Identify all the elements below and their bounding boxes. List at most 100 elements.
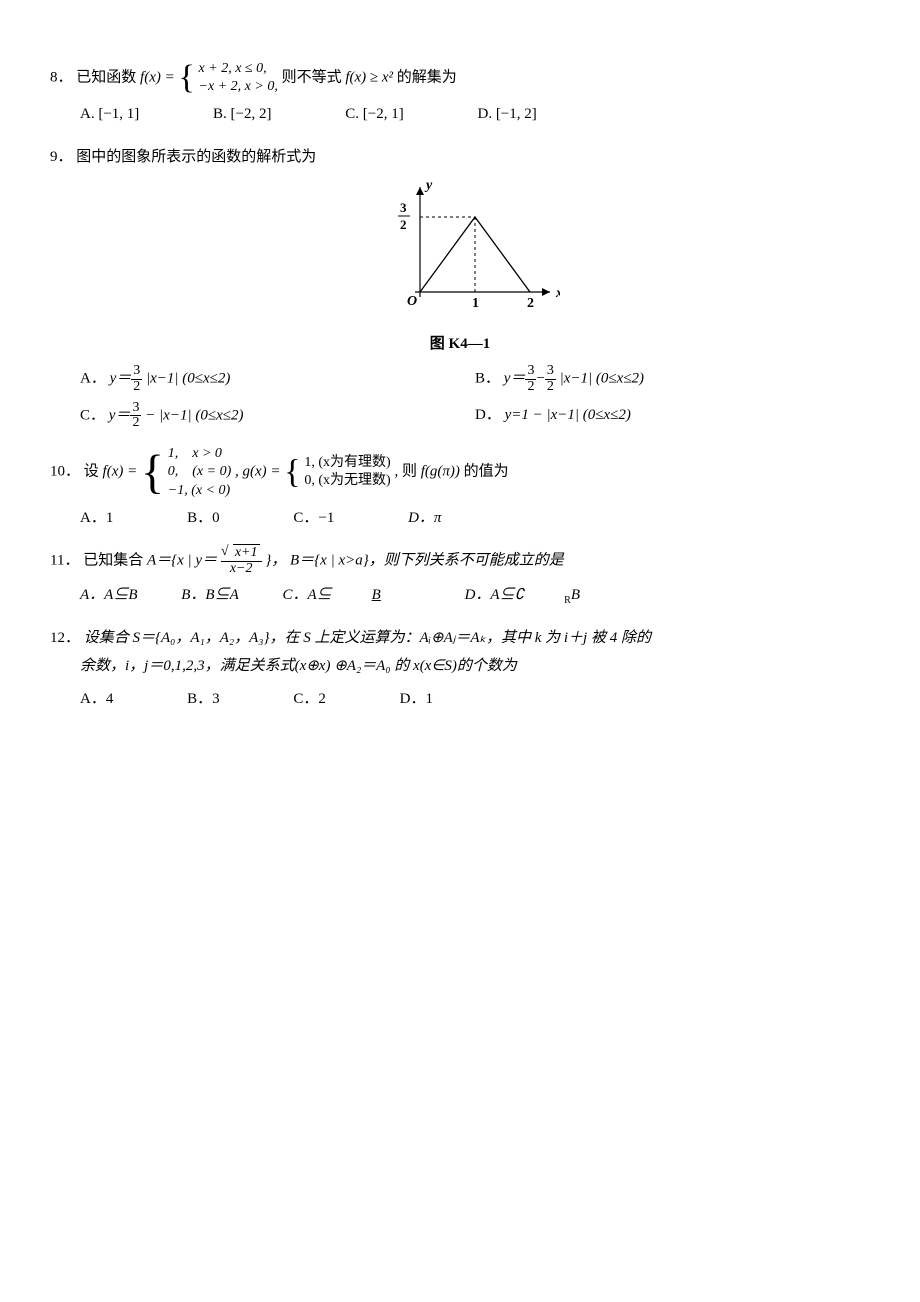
q8-num: 8．: [50, 70, 73, 86]
q8-piece2: −x + 2, x > 0,: [199, 78, 278, 96]
q9-b-n2: 3: [545, 364, 556, 380]
q10-opt-b: B．0: [187, 504, 220, 533]
q9-d-tail: y=1 − |x−1| (0≤x≤2): [505, 407, 631, 423]
q9-b-mid: −: [536, 371, 544, 387]
q11-frac-d: x−2: [221, 562, 262, 577]
q11-A-post: }，: [265, 553, 286, 569]
q9-text: 图中的图象所表示的函数的解析式为: [76, 149, 316, 165]
q12-opt-a: A．4: [80, 685, 113, 714]
q9-opt-a: A． y＝32 |x−1| (0≤x≤2): [80, 364, 475, 394]
q12-line1: 设集合 S＝{A₀，A₁，A₂，A₃}，在 S 上定义运算为：Aᵢ⊕Aⱼ＝Aₖ，…: [84, 630, 651, 646]
q9-opt-d: D． y=1 − |x−1| (0≤x≤2): [475, 401, 870, 431]
q11-options: A．A⊆B B．B⊆A C．A⊆B D．A⊆∁RB: [80, 581, 870, 610]
open-brace-icon: {: [284, 453, 300, 490]
q9-b-pre: B．: [475, 371, 500, 387]
q8-opt-d: D. [−1, 2]: [477, 100, 536, 129]
q8-pieces: x + 2, x ≤ 0, −x + 2, x > 0,: [199, 60, 278, 96]
q9-opt-c: C． y＝32 − |x−1| (0≤x≤2): [80, 401, 475, 431]
q10-fp1: 1, x > 0: [168, 445, 232, 463]
q10-f-pieces: 1, x > 0 0, (x = 0) −1, (x < 0): [168, 445, 232, 500]
q8-lead: 已知函数: [76, 70, 140, 86]
q10-num: 10．: [50, 464, 80, 480]
q11-c-pre: C．A⊆: [283, 581, 332, 610]
q9-c-d: 2: [130, 416, 141, 431]
q10-tail2: 的值为: [464, 464, 509, 480]
q9-a-d: 2: [131, 380, 142, 395]
q11-d-post: B: [571, 581, 580, 610]
q11-d-sub: R: [564, 595, 571, 606]
q10-fp3: −1, (x < 0): [168, 482, 232, 500]
q10-options: A．1 B．0 C．−1 D．π: [80, 504, 870, 533]
q11-d-pre: D．A⊆∁: [465, 581, 525, 610]
q10-fp2: 0, (x = 0): [168, 463, 232, 481]
svg-text:O: O: [407, 294, 417, 309]
svg-text:y: y: [424, 178, 433, 193]
q11-sqrt-inner: x+1: [233, 544, 260, 560]
q10-expr: f(g(π)): [421, 464, 460, 480]
q11-opt-c: C．A⊆ B: [283, 581, 421, 610]
q9-num: 9．: [50, 149, 73, 165]
question-10: 10． 设 f(x) = { 1, x > 0 0, (x = 0) −1, (…: [50, 445, 870, 532]
open-brace-icon: {: [141, 445, 164, 498]
q10-g-pieces: 1, (x为有理数) 0, (x为无理数): [304, 454, 390, 490]
q9-c-pre: C．: [80, 407, 105, 423]
q10-lead: 设: [84, 464, 103, 480]
q8-options: A. [−1, 1] B. [−2, 2] C. [−2, 1] D. [−1,…: [80, 100, 870, 129]
q10-fx: f(x) =: [103, 464, 138, 480]
q9-options: A． y＝32 |x−1| (0≤x≤2) B． y＝32−32 |x−1| (…: [80, 364, 870, 431]
q9-b-n1: 3: [525, 364, 536, 380]
q10-gp1: 1, (x为有理数): [304, 454, 390, 472]
q8-opt-a: A. [−1, 1]: [80, 100, 139, 129]
question-11: 11． 已知集合 A＝{x | y＝ x+1 x−2 }， B＝{x | x>a…: [50, 546, 870, 609]
q9-b-d2: 2: [545, 380, 556, 395]
q12-options: A．4 B．3 C．2 D．1: [80, 685, 870, 714]
q11-lead: 已知集合: [83, 553, 147, 569]
q9-chart-svg: x y O 1 2 3 2: [360, 177, 560, 317]
q8-tail2: 的解集为: [397, 70, 457, 86]
q12-num: 12．: [50, 630, 80, 646]
svg-text:2: 2: [400, 217, 407, 232]
svg-text:1: 1: [472, 296, 479, 311]
q12-opt-c: C．2: [293, 685, 326, 714]
q10-opt-d: D．π: [408, 504, 441, 533]
q9-a-tail: |x−1| (0≤x≤2): [146, 371, 230, 387]
q11-num: 11．: [50, 553, 79, 569]
q9-a-pre: A．: [80, 371, 106, 387]
open-brace-icon: {: [178, 59, 194, 96]
q9-c-tail: − |x−1| (0≤x≤2): [145, 407, 243, 423]
question-9: 9． 图中的图象所表示的函数的解析式为 x y O 1 2 3 2 图 K4—1: [50, 143, 870, 431]
svg-text:3: 3: [400, 200, 407, 215]
q9-b-d1: 2: [525, 380, 536, 395]
q9-fig-label: 图 K4—1: [50, 330, 870, 359]
svg-text:2: 2: [527, 296, 534, 311]
q11-c-under: B: [372, 581, 381, 610]
q8-ineq: f(x) ≥ x²: [345, 70, 393, 86]
q12-opt-d: D．1: [400, 685, 433, 714]
q10-gp2: 0, (x为无理数): [304, 472, 390, 490]
q11-opt-a: A．A⊆B: [80, 581, 138, 610]
q12-opt-b: B．3: [187, 685, 220, 714]
q8-fx: f(x) =: [140, 70, 175, 86]
q8-tail1: 则不等式: [282, 70, 346, 86]
q9-c-n: 3: [130, 401, 141, 417]
q9-a-n: 3: [131, 364, 142, 380]
question-12: 12． 设集合 S＝{A₀，A₁，A₂，A₃}，在 S 上定义运算为：Aᵢ⊕Aⱼ…: [50, 624, 870, 714]
question-8: 8． 已知函数 f(x) = { x + 2, x ≤ 0, −x + 2, x…: [50, 60, 870, 129]
q11-B-def: B＝{x | x>a}，则下列关系不可能成立的是: [290, 553, 564, 569]
q9-opt-b: B． y＝32−32 |x−1| (0≤x≤2): [475, 364, 870, 394]
q11-A-pre: A＝{x | y＝: [147, 553, 217, 569]
q10-tail1: , 则: [394, 464, 420, 480]
svg-text:x: x: [555, 286, 560, 301]
q8-opt-b: B. [−2, 2]: [213, 100, 271, 129]
q9-figure: x y O 1 2 3 2: [50, 177, 870, 328]
q9-d-pre: D．: [475, 407, 501, 423]
q10-gx: , g(x) =: [235, 464, 281, 480]
q10-opt-a: A．1: [80, 504, 113, 533]
q9-b-tail: |x−1| (0≤x≤2): [560, 371, 644, 387]
q11-opt-d: D．A⊆∁ RB: [465, 581, 620, 610]
q8-opt-c: C. [−2, 1]: [345, 100, 403, 129]
q10-opt-c: C．−1: [293, 504, 334, 533]
q11-frac: x+1 x−2: [221, 546, 262, 576]
q12-line2: 余数，i，j＝0,1,2,3，满足关系式(x⊕x) ⊕A₂＝A₀ 的 x(x∈S…: [80, 652, 870, 681]
q8-piece1: x + 2, x ≤ 0,: [199, 60, 278, 78]
